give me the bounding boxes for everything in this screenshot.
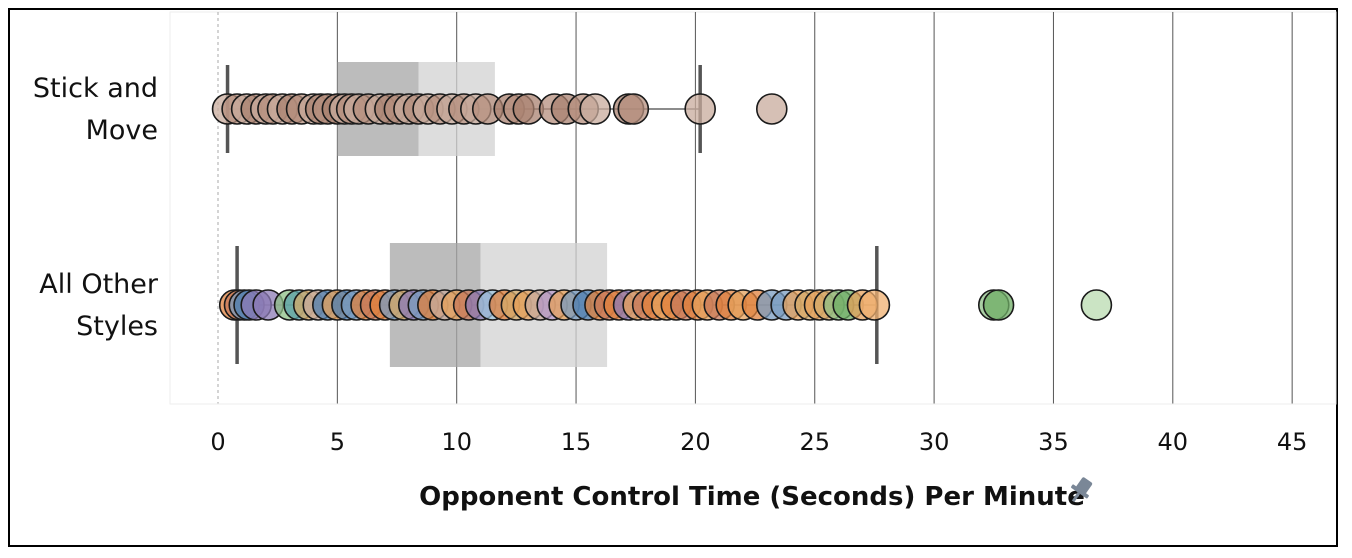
x-tick-label-45: 45 — [1277, 428, 1308, 456]
data-point — [579, 93, 611, 125]
category-label-1-0: All Other — [39, 269, 159, 300]
strip-plot-chart: Stick and Move All Other Styles 0 5 10 15 20 25 3… — [33, 11, 1337, 512]
x-tick-label-25: 25 — [799, 428, 830, 456]
x-tick-label-15: 15 — [561, 428, 592, 456]
x-tick-label-5: 5 — [330, 428, 345, 456]
pin-icon[interactable] — [1065, 474, 1096, 507]
x-tick-label-30: 30 — [919, 428, 950, 456]
x-axis-title: Opponent Control Time (Seconds) Per Minu… — [419, 482, 1085, 512]
x-tick-label-20: 20 — [680, 428, 711, 456]
x-tick-label-10: 10 — [441, 428, 472, 456]
data-point — [617, 93, 650, 125]
category-label-1-1: Styles — [76, 311, 158, 342]
chart-frame: Stick and Move All Other Styles 0 5 10 15 20 25 3… — [8, 8, 1338, 547]
data-point — [858, 289, 891, 321]
data-points — [211, 93, 1113, 321]
data-point — [684, 93, 716, 125]
x-tick-label-40: 40 — [1158, 428, 1189, 456]
category-label-0-0: Stick and — [33, 73, 158, 104]
x-tick-labels: 0 5 10 15 20 25 30 35 40 45 — [210, 428, 1307, 456]
data-point — [1080, 289, 1113, 321]
data-point — [982, 289, 1015, 321]
category-label-0-1: Move — [86, 115, 158, 146]
x-tick-label-35: 35 — [1038, 428, 1069, 456]
category-labels: Stick and Move All Other Styles — [33, 73, 159, 342]
data-point — [755, 93, 788, 125]
x-tick-label-0: 0 — [210, 428, 225, 456]
